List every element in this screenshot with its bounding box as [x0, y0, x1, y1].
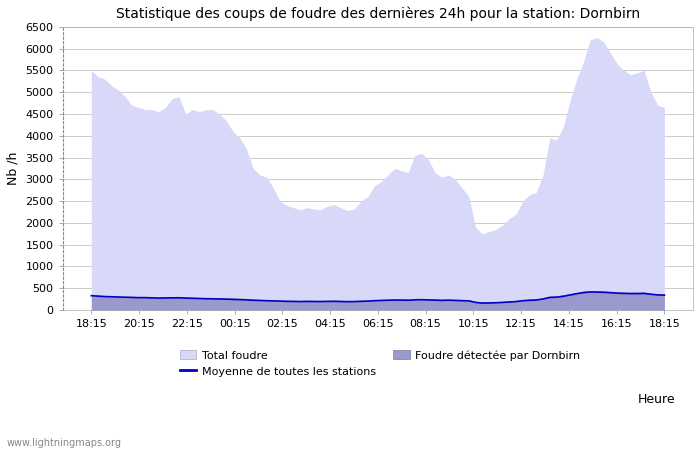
Title: Statistique des coups de foudre des dernières 24h pour la station: Dornbirn: Statistique des coups de foudre des dern… [116, 7, 640, 22]
Text: Heure: Heure [638, 393, 676, 406]
Y-axis label: Nb /h: Nb /h [7, 152, 20, 185]
Text: www.lightningmaps.org: www.lightningmaps.org [7, 438, 122, 448]
Legend: Total foudre, Moyenne de toutes les stations, Foudre détectée par Dornbirn: Total foudre, Moyenne de toutes les stat… [176, 346, 584, 381]
